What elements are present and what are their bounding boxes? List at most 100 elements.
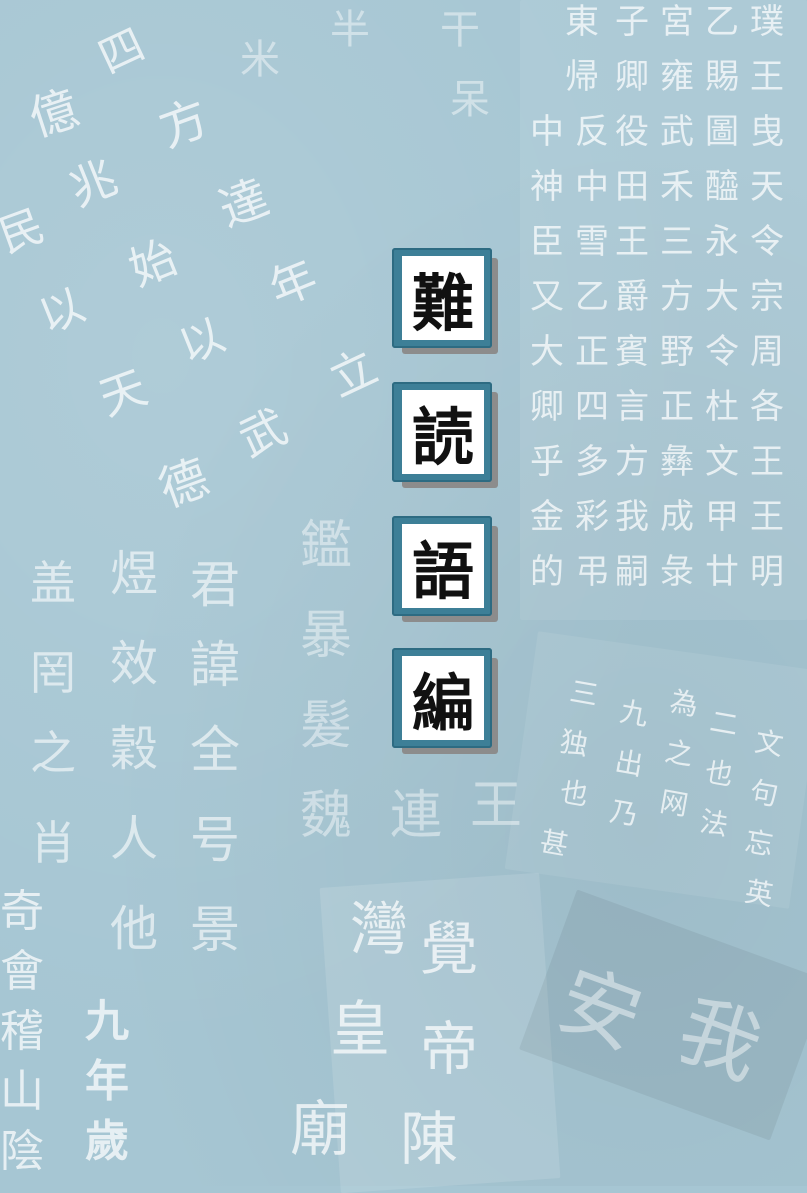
calligraphy-glyph: 全 [190,721,240,779]
calligraphy-glyph: 煜 [110,546,159,602]
calligraphy-glyph: 九 [85,996,129,1047]
calligraphy-glyph: 雪 [575,222,609,262]
calligraphy-glyph: 王 [615,222,649,262]
calligraphy-glyph: 兆 [61,149,125,217]
calligraphy-glyph: 四 [575,387,609,427]
calligraphy-glyph: 髮 [300,696,353,756]
calligraphy-glyph: 中 [530,112,564,152]
calligraphy-glyph: 廿 [705,552,739,592]
calligraphy-glyph: 甲 [705,497,739,537]
calligraphy-glyph: 罔 [30,646,76,700]
calligraphy-glyph: 臣 [530,222,564,262]
calligraphy-glyph: 圖 [705,112,739,152]
calligraphy-glyph: 王 [750,57,784,97]
calligraphy-glyph: 王 [750,442,784,482]
calligraphy-glyph: 三 [567,674,601,713]
calligraphy-glyph: 人 [110,811,159,867]
calligraphy-glyph: 魏 [300,786,353,846]
calligraphy-glyph: 之 [662,734,696,773]
title-character: 難 [402,256,484,340]
calligraphy-glyph: 令 [705,332,739,372]
calligraphy-glyph: 嗣 [615,552,649,592]
calligraphy-glyph: 各 [750,387,784,427]
calligraphy-glyph: 鑑 [300,516,353,576]
calligraphy-glyph: 号 [190,811,240,869]
calligraphy-glyph: 多 [575,442,609,482]
calligraphy-glyph: 東 [565,2,599,42]
calligraphy-glyph: 歲 [85,1116,129,1167]
calligraphy-glyph: 也 [702,754,736,793]
calligraphy-glyph: 九 [617,694,651,733]
calligraphy-glyph: 王 [750,497,784,537]
rubbing-panel [520,0,807,620]
calligraphy-glyph: 禾 [660,167,694,207]
calligraphy-glyph: 明 [750,552,784,592]
calligraphy-glyph: 令 [750,222,784,262]
title-tile-2: 読 [392,382,502,492]
calligraphy-glyph: 賜 [705,57,739,97]
calligraphy-glyph: 醯 [705,167,739,207]
calligraphy-glyph: 武 [660,112,694,152]
calligraphy-glyph: 言 [615,387,649,427]
calligraphy-glyph: 宮 [660,2,694,42]
calligraphy-glyph: 又 [530,277,564,317]
calligraphy-glyph: 卿 [615,57,649,97]
calligraphy-glyph: 效 [110,636,159,692]
calligraphy-glyph: 四 [91,19,153,84]
calligraphy-glyph: 子 [615,2,649,42]
calligraphy-glyph: 半 [330,7,370,53]
calligraphy-glyph: 成 [660,497,694,537]
calligraphy-glyph: 永 [705,222,739,262]
calligraphy-glyph: 為 [667,684,701,723]
calligraphy-glyph: 文 [752,724,786,763]
calligraphy-glyph: 田 [615,167,649,207]
calligraphy-glyph: 立 [320,338,386,408]
calligraphy-glyph: 方 [615,442,649,482]
calligraphy-glyph: 反 [575,112,609,152]
calligraphy-glyph: 君 [190,556,240,614]
calligraphy-glyph: 乃 [607,794,641,833]
calligraphy-glyph: 雍 [660,57,694,97]
calligraphy-glyph: 彝 [660,442,694,482]
calligraphy-glyph: 年 [261,249,325,317]
title-character: 語 [402,524,484,608]
calligraphy-glyph: 始 [121,229,185,297]
rubbing-panel [504,631,807,909]
calligraphy-glyph: 年 [85,1056,129,1107]
calligraphy-glyph: 甚 [537,824,571,863]
calligraphy-glyph: 帝 [420,1015,479,1083]
calligraphy-glyph: 法 [697,804,731,843]
title-character: 読 [402,390,484,474]
calligraphy-glyph: 卿 [530,387,564,427]
calligraphy-glyph: 金 [530,497,564,537]
calligraphy-glyph: 曳 [750,112,784,152]
calligraphy-glyph: 王 [470,776,523,836]
calligraphy-glyph: 景 [190,901,240,959]
calligraphy-glyph: 彔 [660,552,694,592]
calligraphy-glyph: 役 [615,112,649,152]
calligraphy-glyph: 杜 [705,387,739,427]
calligraphy-glyph: 的 [530,552,564,592]
calligraphy-glyph: 野 [660,332,694,372]
calligraphy-glyph: 會 [0,946,44,997]
calligraphy-glyph: 乙 [575,277,609,317]
calligraphy-glyph: 他 [110,901,159,957]
calligraphy-glyph: 忘 [742,824,776,863]
calligraphy-glyph: 网 [657,784,691,823]
calligraphy-glyph: 中 [575,167,609,207]
calligraphy-glyph: 大 [530,332,564,372]
title-tile-4: 編 [392,648,502,758]
calligraphy-glyph: 二 [707,704,741,743]
calligraphy-glyph: 爵 [615,277,649,317]
calligraphy-glyph: 賓 [615,332,649,372]
title-character: 編 [402,656,484,740]
calligraphy-glyph: 天 [92,359,154,427]
title-tile-3: 語 [392,516,502,626]
calligraphy-glyph: 神 [530,167,564,207]
calligraphy-glyph: 方 [660,277,694,317]
calligraphy-glyph: 正 [660,387,694,427]
calligraphy-glyph: 句 [747,774,781,813]
calligraphy-glyph: 灣 [350,895,409,963]
calligraphy-glyph: 也 [557,774,591,813]
calligraphy-glyph: 肖 [30,816,76,870]
